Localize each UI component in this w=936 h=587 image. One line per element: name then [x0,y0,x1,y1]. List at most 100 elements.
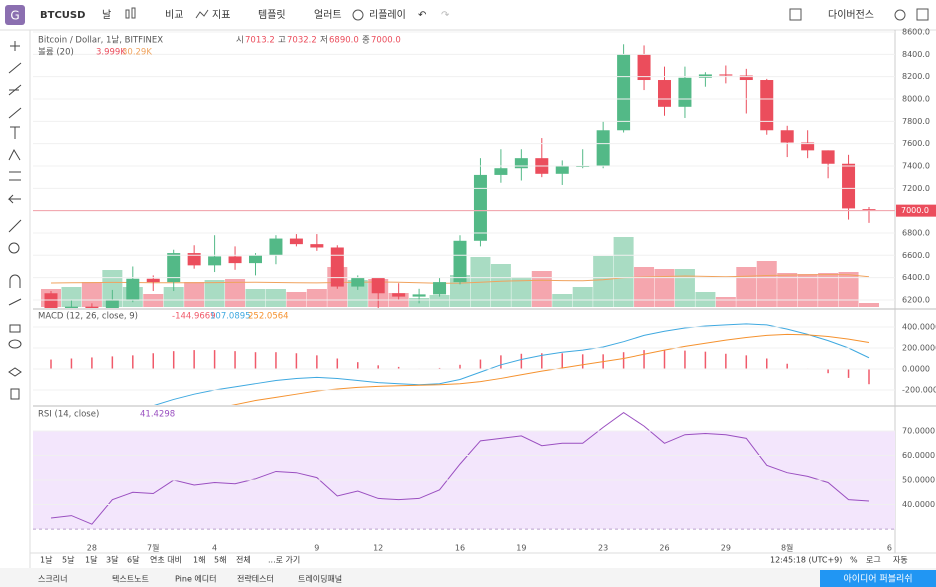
indicators[interactable]: 지표 [212,9,230,21]
range-time[interactable]: 12:45:18 (UTC+9) [770,556,842,565]
candle-body [494,168,508,175]
alert[interactable]: 얼러트 [314,9,342,21]
y-tick-label: 6800.0 [902,228,930,237]
y-tick-label: 60.0000 [902,451,935,460]
range-percent[interactable]: % [850,556,858,565]
ohlc-label: 고 [278,36,286,46]
fullscreen-icon[interactable] [916,8,929,21]
candle-body [555,165,569,174]
volume-bar [143,294,164,307]
candle-body [801,142,815,151]
tab[interactable]: 전략테스터 [237,574,274,584]
y-tick-label: 50.0000 [902,476,935,485]
volume-bar [429,295,450,307]
volume-bar [818,273,839,307]
legend-title: Bitcoin / Dollar, 1날, BITFINEX [38,35,163,46]
candle-body [617,54,631,131]
volume-bar [531,271,552,307]
tab[interactable]: 트레이딩패널 [298,574,342,584]
volume-bar [593,256,614,307]
volume-ma-last: 30.29K [122,48,152,58]
y-tick-label: 8200.0 [902,72,930,81]
volume-bar [859,303,879,307]
candle-body [760,80,774,131]
tab[interactable]: 스크리너 [38,574,67,584]
x-tick-label: 19 [516,544,526,553]
candle-body [433,282,447,295]
candle-body [249,255,262,264]
undo[interactable]: ↶ [418,10,426,21]
range-button[interactable]: 전체 [236,555,251,565]
x-tick-label: 4 [212,544,217,553]
candle-body [678,77,692,107]
volume-bar [184,282,205,307]
candle-body [105,299,119,308]
range-button[interactable]: 5날 [62,555,75,565]
volume-bar [265,289,286,307]
y-tick-label: 8000.0 [902,94,930,103]
candle-icon[interactable] [125,7,136,19]
redo[interactable]: ↷ [441,10,450,21]
compare[interactable]: 비교 [165,9,183,21]
bottom-tabs [0,568,936,587]
templates[interactable]: 템플릿 [258,9,286,21]
avatar[interactable] [5,5,25,25]
candle-body [719,74,733,76]
volume-bar [490,264,511,307]
x-tick-label: 23 [598,544,608,553]
x-tick-label: 29 [721,544,731,553]
tab[interactable]: 텍스트노트 [112,574,149,584]
y-tick-label: 7200.0 [902,184,930,193]
range-auto[interactable]: 자동 [893,556,908,565]
range-button[interactable]: 1날 [40,555,53,565]
volume-bar [163,287,184,307]
settings-icon[interactable] [894,9,906,21]
publish-button[interactable] [820,570,936,587]
y-tick-label: 6600.0 [902,251,930,260]
tab[interactable]: Pine 에디터 [175,575,217,584]
y-tick-label: 7400.0 [902,161,930,170]
x-tick-label: 12 [373,544,383,553]
publish-label: 아이디어 퍼블리쉬 [843,574,912,585]
range-button[interactable]: 1달 [85,556,98,565]
left-tools[interactable] [7,41,22,400]
volume-bar [613,237,634,307]
volume-bar [552,294,573,307]
macd-value: 107.0895 [210,312,251,322]
range-button[interactable]: 연초 대비 [150,556,182,565]
range-button[interactable]: 5해 [214,555,226,565]
range-button[interactable]: 3달 [106,556,119,565]
volume-last: 3.999K [96,48,126,58]
rsi-value: 41.4298 [140,410,175,420]
checkbox[interactable] [789,8,802,21]
range-button[interactable]: 1해 [193,555,205,565]
macd-value: 252.0564 [248,312,289,322]
candle-body [473,174,487,241]
volume-bar [204,280,225,307]
range-log[interactable]: 로그 [866,556,881,565]
x-tick-label: 7월 [147,543,159,553]
candle-body [289,238,303,245]
volume-bar [674,269,695,307]
ohlc-value: 7000.0 [371,36,401,46]
ohlc-value: 6890.0 [329,36,359,46]
replay[interactable]: 리플레이 [369,9,406,21]
volume-bar [225,279,246,307]
range-goto[interactable]: ...로 가기 [268,556,300,565]
candle-body [698,74,712,78]
range-button[interactable]: 6달 [127,556,140,565]
y-tick-label: 8600.0 [902,28,930,37]
y-tick-label: 40.0000 [902,500,935,509]
candle-body [269,238,283,256]
ohlc-label: 종 [362,36,370,46]
volume-bar [797,274,818,307]
candle-body [187,253,201,266]
symbol[interactable]: BTCUSD [40,10,85,21]
candle-body [351,277,365,287]
ohlc-label: 시 [236,36,244,46]
divergence[interactable]: 다이버전스 [828,9,874,21]
interval[interactable]: 날 [102,9,111,21]
candle-body [658,80,671,107]
x-tick-label: 26 [659,544,669,553]
